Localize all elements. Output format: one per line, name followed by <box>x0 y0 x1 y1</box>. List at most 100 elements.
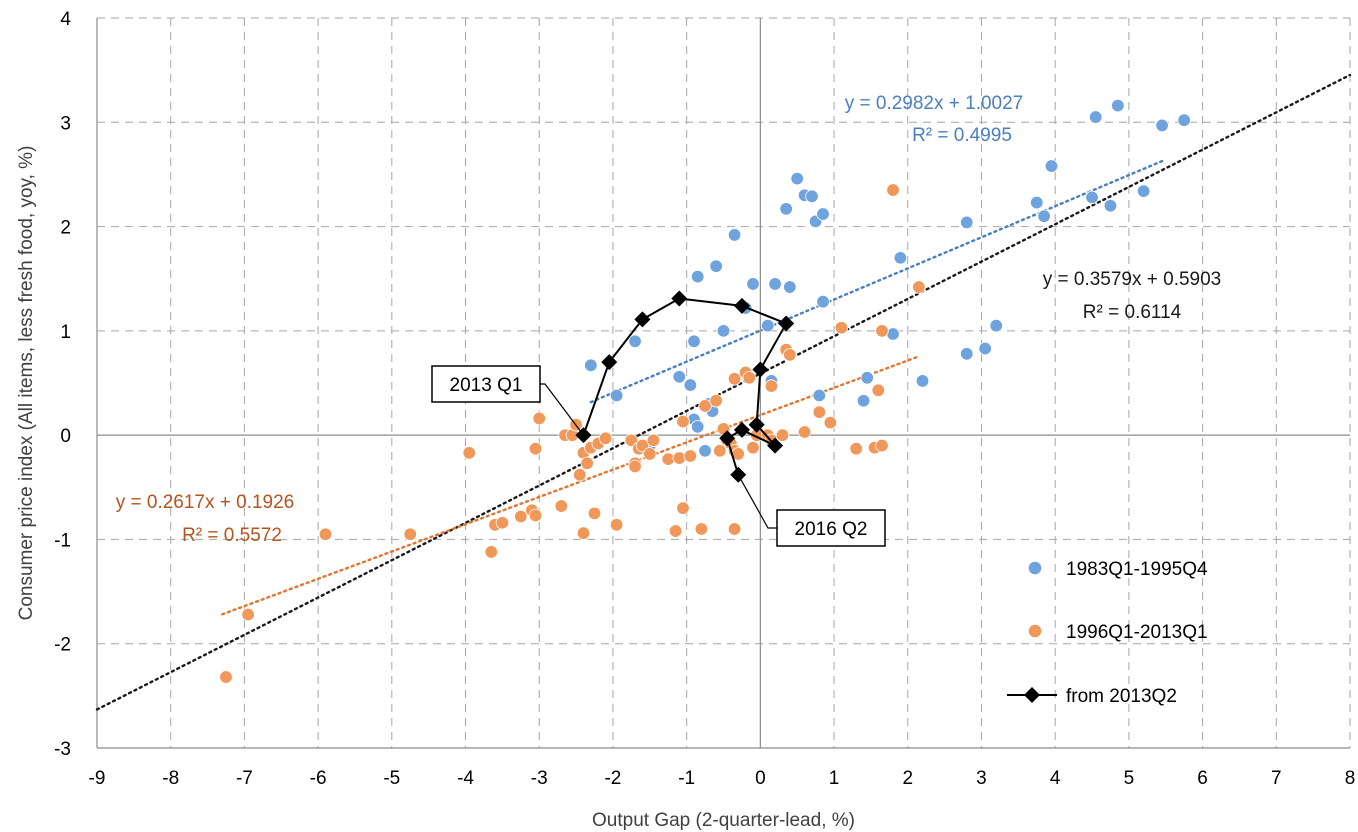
point-1996-2013 <box>743 371 756 384</box>
point-1996-2013 <box>669 525 682 538</box>
point-1983-1995 <box>1112 99 1125 112</box>
callout-leader <box>540 384 583 435</box>
x-tick-label: 1 <box>829 768 840 789</box>
point-1983-1995 <box>861 371 874 384</box>
legend-label-1983-1995: 1983Q1-1995Q4 <box>1066 559 1208 580</box>
point-1983-1995 <box>728 229 741 242</box>
x-tick-label: 8 <box>1345 768 1356 789</box>
y-tick-label: 4 <box>60 9 71 30</box>
point-1996-2013 <box>824 416 837 429</box>
r2-1983-1995: R² = 0.4995 <box>912 125 1012 146</box>
point-1983-1995 <box>916 375 929 388</box>
point-from-2013q2 <box>671 291 687 307</box>
point-1983-1995 <box>684 379 697 392</box>
point-1996-2013 <box>747 441 760 454</box>
eq-1996-2013: y = 0.2617x + 0.1926 <box>116 492 295 513</box>
point-1983-1995 <box>960 348 973 361</box>
point-1996-2013 <box>529 509 542 522</box>
point-1996-2013 <box>577 527 590 540</box>
point-1983-1995 <box>784 281 797 294</box>
point-1983-1995 <box>1137 185 1150 198</box>
point-1983-1995 <box>629 335 642 348</box>
callout-text: 2013 Q1 <box>450 375 523 396</box>
y-tick-label: 3 <box>60 113 71 134</box>
y-tick-label: 2 <box>60 218 71 239</box>
point-1983-1995 <box>688 335 701 348</box>
point-1996-2013 <box>599 432 612 445</box>
point-1983-1995 <box>1045 160 1058 173</box>
trendlines <box>97 75 1350 710</box>
axis-titles: Output Gap (2-quarter-lead, %) Consumer … <box>16 146 855 831</box>
x-tick-label: -2 <box>604 768 621 789</box>
point-1996-2013 <box>404 528 417 541</box>
y-tick-label: 0 <box>60 426 71 447</box>
point-1996-2013 <box>876 439 889 452</box>
overall-trendline <box>97 75 1350 710</box>
point-1996-2013 <box>673 452 686 465</box>
y-axis-title: Consumer price index (All items, less fr… <box>16 146 37 621</box>
point-1983-1995 <box>691 270 704 283</box>
x-tick-label: 2 <box>902 768 913 789</box>
point-1996-2013 <box>714 444 727 457</box>
point-1996-2013 <box>555 500 568 513</box>
legend-marker-from-2013q2 <box>1024 687 1040 703</box>
point-1996-2013 <box>588 507 601 520</box>
point-1983-1995 <box>806 190 819 203</box>
point-1983-1995 <box>585 359 598 372</box>
point-1996-2013 <box>695 523 708 536</box>
point-1996-2013 <box>496 516 509 529</box>
point-1996-2013 <box>876 325 889 338</box>
point-1996-2013 <box>710 394 723 407</box>
point-1996-2013 <box>573 468 586 481</box>
point-1983-1995 <box>610 389 623 402</box>
x-tick-label: -3 <box>531 768 548 789</box>
point-1996-2013 <box>529 442 542 455</box>
point-1996-2013 <box>662 453 675 466</box>
point-1983-1995 <box>691 421 704 434</box>
point-1983-1995 <box>780 203 793 216</box>
point-1983-1995 <box>1038 210 1051 223</box>
point-1996-2013 <box>684 450 697 463</box>
point-1983-1995 <box>699 444 712 457</box>
x-tick-label: -8 <box>162 768 179 789</box>
point-1996-2013 <box>319 528 332 541</box>
point-1983-1995 <box>857 394 870 407</box>
callout-text: 2016 Q2 <box>795 519 868 540</box>
r2-1996-2013: R² = 0.5572 <box>182 525 282 546</box>
point-1996-2013 <box>643 448 656 461</box>
point-1996-2013 <box>677 502 690 515</box>
point-1983-1995 <box>1089 111 1102 124</box>
eq-1983-1995: y = 0.2982x + 1.0027 <box>845 93 1024 114</box>
point-1983-1995 <box>1030 196 1043 209</box>
x-tick-label: -5 <box>383 768 400 789</box>
point-1983-1995 <box>673 370 686 383</box>
point-1983-1995 <box>990 319 1003 332</box>
point-1983-1995 <box>1156 119 1169 132</box>
x-tick-label: 0 <box>755 768 766 789</box>
point-1983-1995 <box>979 342 992 355</box>
r2-overall: R² = 0.6114 <box>1083 302 1182 323</box>
point-1983-1995 <box>791 172 804 185</box>
x-tick-label: -4 <box>457 768 474 789</box>
legend-marker-1996-2013 <box>1029 625 1042 638</box>
eq-overall: y = 0.3579x + 0.5903 <box>1043 269 1222 290</box>
y-tick-label: 1 <box>60 322 71 343</box>
legend-label-1996-2013: 1996Q1-2013Q1 <box>1066 622 1208 643</box>
x-tick-label: 7 <box>1271 768 1282 789</box>
point-1996-2013 <box>913 281 926 294</box>
legend: 1983Q1-1995Q41996Q1-2013Q1from 2013Q2 <box>1007 559 1208 707</box>
legend-marker-1983-1995 <box>1029 562 1042 575</box>
point-1996-2013 <box>813 406 826 419</box>
point-1996-2013 <box>798 426 811 439</box>
x-tick-label: -6 <box>310 768 327 789</box>
point-1983-1995 <box>960 216 973 229</box>
point-1996-2013 <box>776 429 789 442</box>
point-1996-2013 <box>835 321 848 334</box>
x-tick-label: 5 <box>1124 768 1135 789</box>
callout-leader <box>738 475 777 528</box>
point-1983-1995 <box>747 278 760 291</box>
point-1983-1995 <box>817 208 830 221</box>
point-1983-1995 <box>1086 191 1099 204</box>
point-1996-2013 <box>515 510 528 523</box>
